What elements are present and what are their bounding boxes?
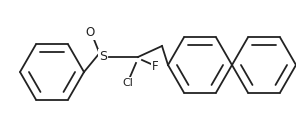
- Text: O: O: [85, 26, 95, 40]
- Text: F: F: [152, 59, 158, 72]
- Text: S: S: [99, 51, 107, 63]
- Text: Cl: Cl: [123, 78, 133, 88]
